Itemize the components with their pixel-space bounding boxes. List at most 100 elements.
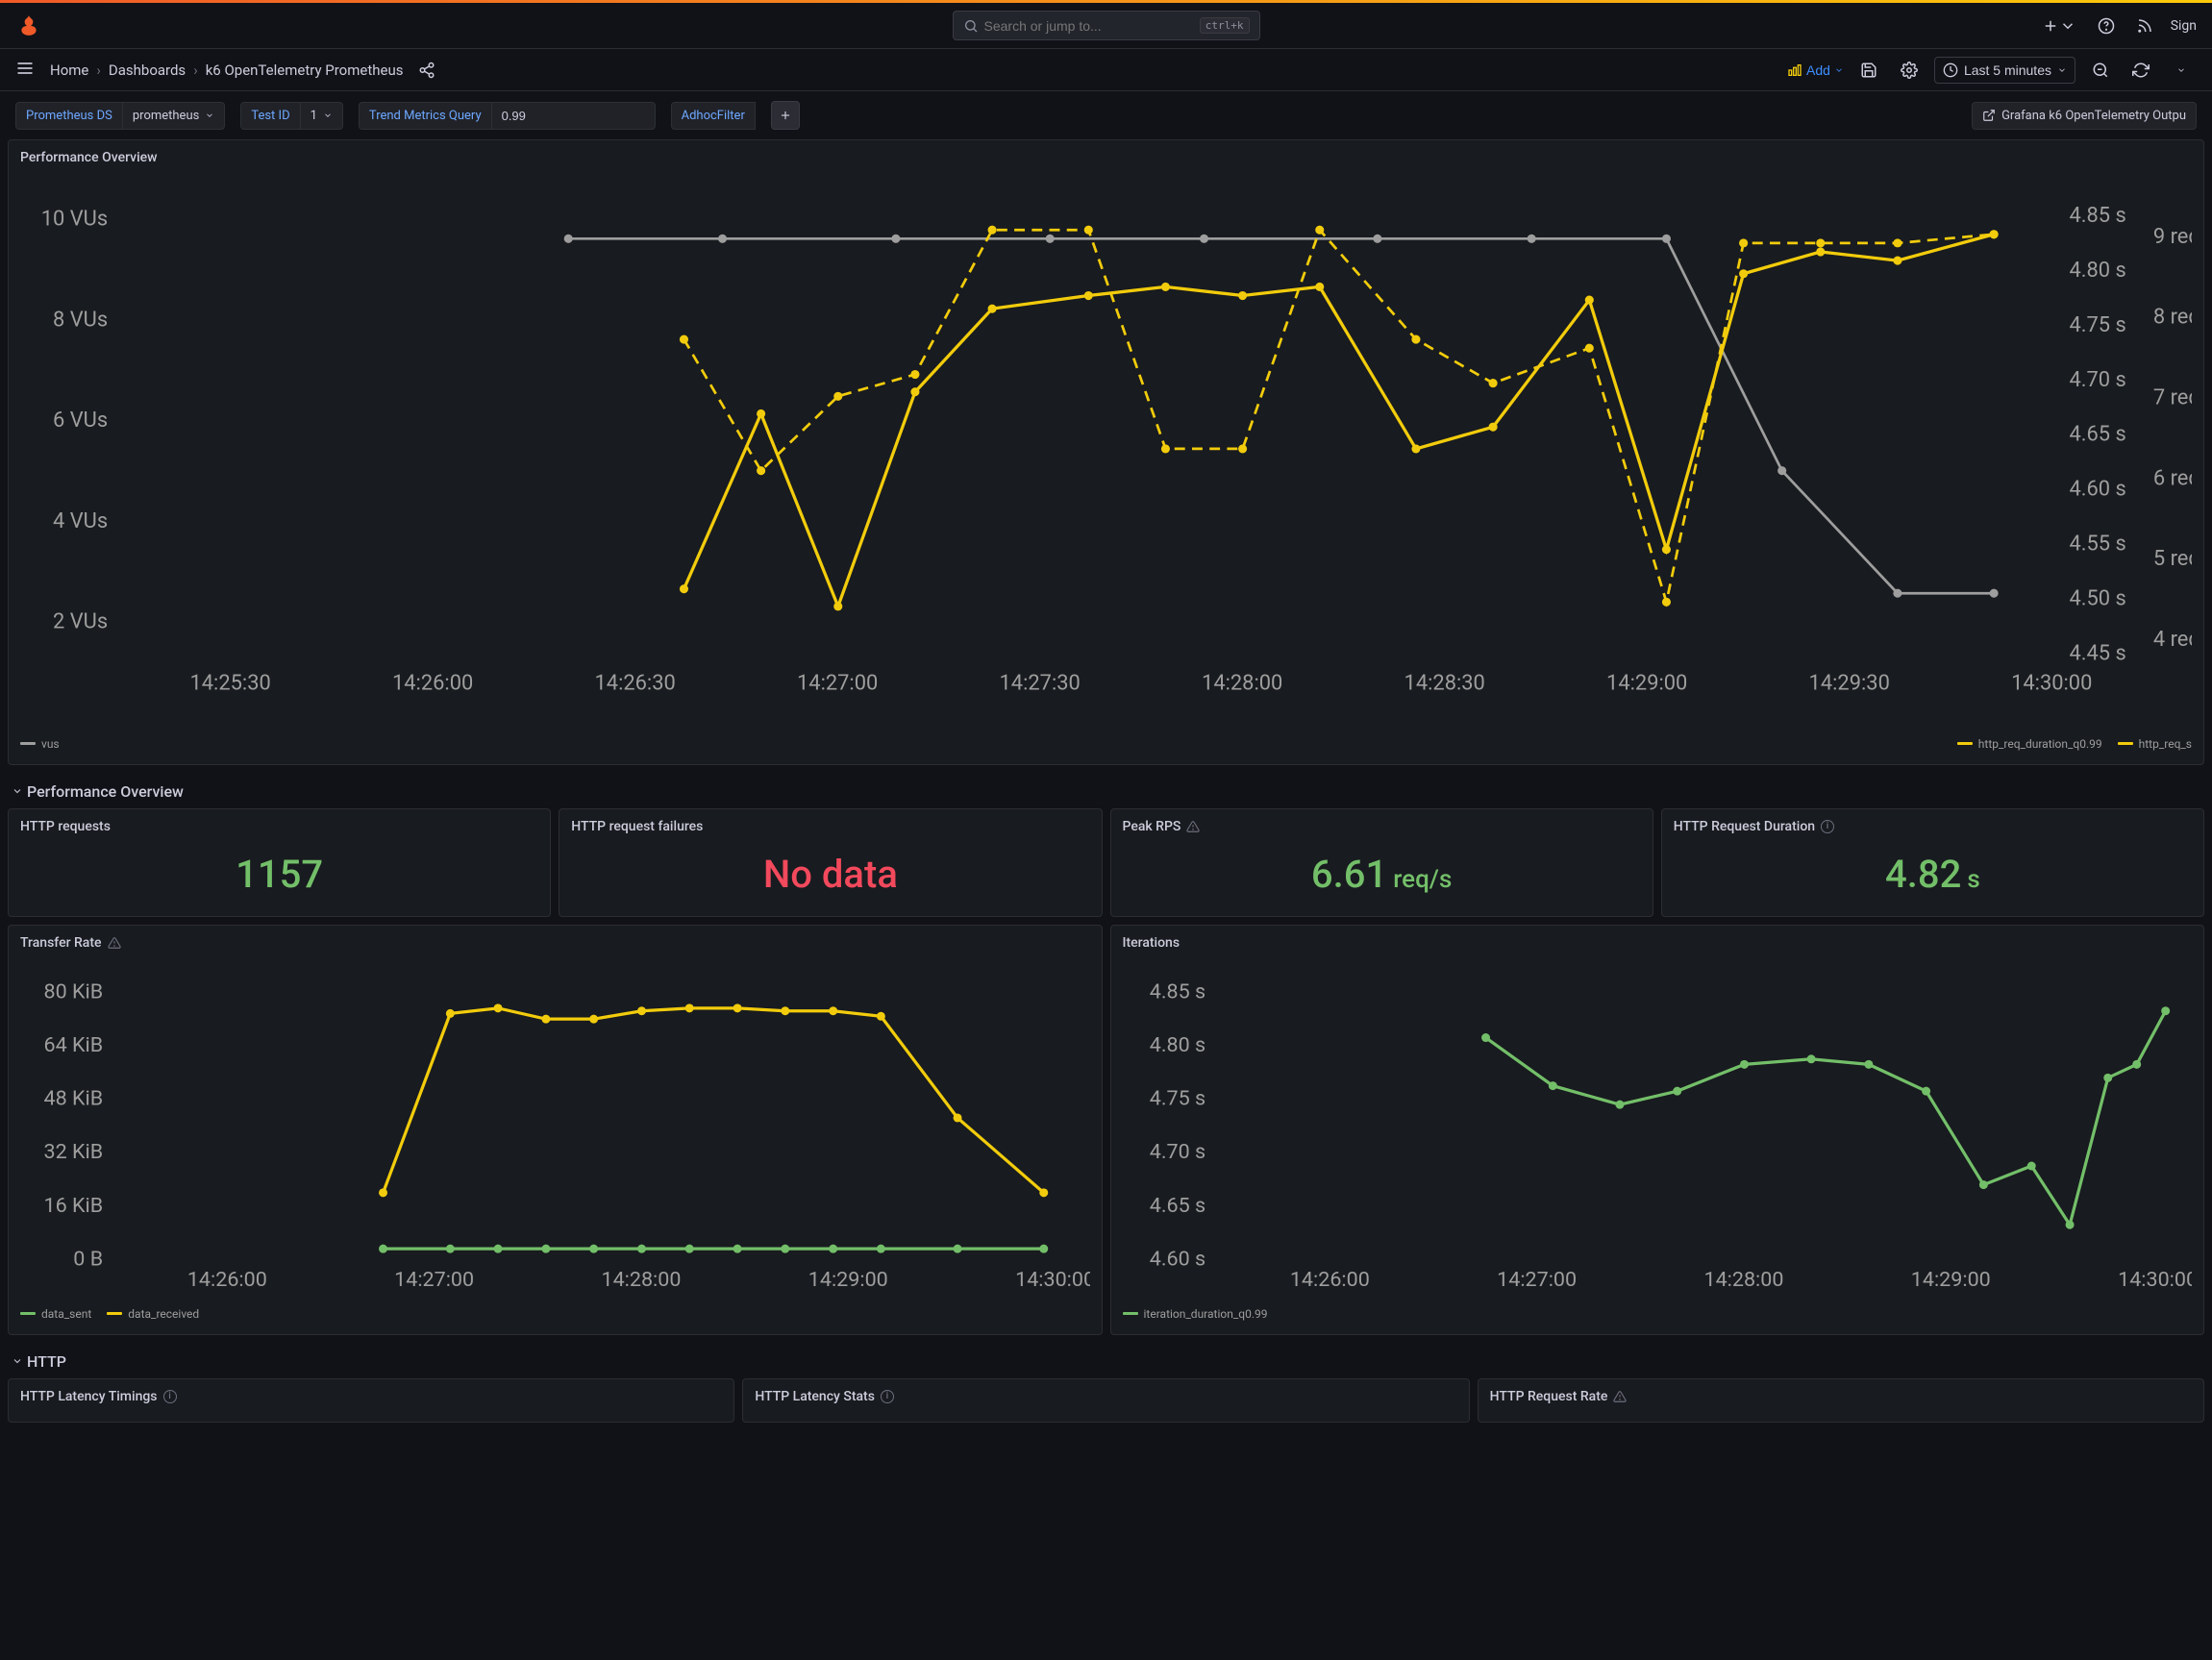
var-trend-label: Trend Metrics Query [359, 102, 492, 130]
row-performance-header[interactable]: Performance Overview [8, 773, 2204, 808]
svg-text:4.75 s: 4.75 s [2069, 313, 2125, 337]
latency-timings-panel: HTTP Latency Timings i [8, 1378, 734, 1423]
svg-text:80 KiB: 80 KiB [43, 979, 103, 1003]
svg-text:4.80 s: 4.80 s [1149, 1033, 1205, 1057]
svg-text:14:26:00: 14:26:00 [1289, 1268, 1369, 1292]
panel-title: Iterations [1123, 935, 2193, 951]
svg-text:14:26:00: 14:26:00 [187, 1268, 267, 1292]
svg-text:6 req/: 6 req/ [2153, 466, 2192, 490]
svg-text:4 VUs: 4 VUs [53, 509, 108, 533]
help-icon[interactable] [2094, 13, 2119, 38]
zoom-out-icon[interactable] [2085, 55, 2116, 86]
panel-title: HTTP Latency Stats i [755, 1389, 1456, 1404]
search-input[interactable] [984, 18, 1200, 34]
svg-text:14:28:30: 14:28:30 [1404, 671, 1485, 695]
peak-rps-stat: Peak RPS 6.61 req/s [1110, 808, 1653, 917]
svg-text:14:27:00: 14:27:00 [1497, 1268, 1577, 1292]
svg-text:14:26:30: 14:26:30 [595, 671, 676, 695]
legend-iteration[interactable]: iteration_duration_q0.99 [1123, 1307, 1268, 1321]
svg-text:14:30:00: 14:30:00 [1015, 1268, 1089, 1292]
panel-title: HTTP Request Rate [1490, 1389, 2192, 1404]
svg-text:14:26:00: 14:26:00 [392, 671, 473, 695]
search-shortcut: ctrl+k [1200, 17, 1250, 34]
svg-text:64 KiB: 64 KiB [43, 1033, 103, 1057]
svg-text:10 VUs: 10 VUs [41, 208, 108, 232]
svg-text:4.55 s: 4.55 s [2069, 533, 2125, 557]
iterations-panel: Iterations 4.85 s4.80 s4.75 s4.70 s4.65 … [1110, 925, 2205, 1335]
info-icon[interactable]: i [881, 1390, 894, 1403]
svg-text:7 req/: 7 req/ [2153, 385, 2192, 409]
svg-text:2 VUs: 2 VUs [53, 610, 108, 634]
info-icon[interactable]: i [163, 1390, 177, 1403]
svg-text:4.75 s: 4.75 s [1149, 1086, 1205, 1110]
panel-title: HTTP Latency Timings i [20, 1389, 722, 1404]
svg-text:14:28:00: 14:28:00 [1703, 1268, 1783, 1292]
output-link[interactable]: Grafana k6 OpenTelemetry Outpu [1972, 102, 2197, 130]
sign-in-link[interactable]: Sign [2171, 18, 2197, 34]
http-failures-stat: HTTP request failures No data [559, 808, 1102, 917]
svg-text:14:28:00: 14:28:00 [601, 1268, 681, 1292]
stat-title: HTTP Request Duration i [1674, 819, 2192, 834]
breadcrumb-home[interactable]: Home [50, 62, 88, 79]
var-testid-label: Test ID [240, 102, 300, 130]
svg-text:4.45 s: 4.45 s [2069, 641, 2125, 665]
breadcrumb: Home › Dashboards › k6 OpenTelemetry Pro… [50, 62, 403, 79]
add-filter-button[interactable] [771, 101, 800, 130]
stat-title: Peak RPS [1123, 819, 1641, 834]
stat-title: HTTP requests [20, 819, 538, 834]
latency-stats-panel: HTTP Latency Stats i [742, 1378, 1469, 1423]
transfer-rate-panel: Transfer Rate 80 KiB64 KiB48 KiB32 KiB16… [8, 925, 1103, 1335]
grafana-logo[interactable] [15, 12, 42, 39]
svg-text:14:25:30: 14:25:30 [189, 671, 270, 695]
var-trend-input[interactable] [492, 102, 656, 130]
save-icon[interactable] [1853, 55, 1884, 86]
add-button[interactable]: Add [1787, 62, 1844, 78]
svg-text:14:28:00: 14:28:00 [1202, 671, 1282, 695]
svg-text:14:30:00: 14:30:00 [2118, 1268, 2192, 1292]
legend-vus[interactable]: vus [20, 737, 60, 751]
svg-text:5 req/: 5 req/ [2153, 547, 2192, 571]
svg-text:14:30:00: 14:30:00 [2011, 671, 2092, 695]
transfer-chart: 80 KiB64 KiB48 KiB32 KiB16 KiB0 B14:26:0… [20, 958, 1090, 1303]
refresh-interval-dropdown[interactable] [2166, 55, 2197, 86]
var-testid-value[interactable]: 1 [301, 102, 343, 130]
svg-text:4 req/: 4 req/ [2153, 628, 2192, 652]
legend-received[interactable]: data_received [107, 1307, 199, 1321]
refresh-icon[interactable] [2125, 55, 2156, 86]
time-range-picker[interactable]: Last 5 minutes [1934, 57, 2075, 84]
svg-text:4.60 s: 4.60 s [1149, 1247, 1205, 1271]
svg-text:4.65 s: 4.65 s [1149, 1194, 1205, 1218]
svg-text:4.65 s: 4.65 s [2069, 423, 2125, 447]
legend-http-dur[interactable]: http_req_duration_q0.99 [1957, 737, 2102, 751]
svg-text:8 VUs: 8 VUs [53, 308, 108, 332]
breadcrumb-sep: › [193, 62, 198, 79]
global-search[interactable]: ctrl+k [953, 11, 1260, 40]
share-icon[interactable] [414, 58, 439, 83]
performance-chart: 10 VUs8 VUs6 VUs4 VUs2 VUs4.85 s4.80 s4.… [20, 173, 2192, 733]
rss-icon[interactable] [2132, 13, 2157, 38]
stat-title: HTTP request failures [571, 819, 1089, 834]
svg-text:4.70 s: 4.70 s [2069, 368, 2125, 392]
breadcrumb-current: k6 OpenTelemetry Prometheus [206, 62, 404, 79]
request-rate-panel: HTTP Request Rate [1478, 1378, 2204, 1423]
menu-icon[interactable] [15, 59, 35, 82]
svg-text:32 KiB: 32 KiB [43, 1140, 103, 1164]
legend-http-s[interactable]: http_req_s [2118, 737, 2192, 751]
svg-text:16 KiB: 16 KiB [43, 1194, 103, 1218]
legend-sent[interactable]: data_sent [20, 1307, 91, 1321]
var-adhoc-label: AdhocFilter [671, 102, 756, 130]
row-http-header[interactable]: HTTP [8, 1343, 2204, 1378]
performance-overview-panel: Performance Overview 10 VUs8 VUs6 VUs4 V… [8, 139, 2204, 765]
svg-text:4.50 s: 4.50 s [2069, 587, 2125, 611]
svg-text:14:27:00: 14:27:00 [797, 671, 878, 695]
plus-dropdown[interactable] [2038, 13, 2080, 38]
stat-value: 4.82 s [1674, 842, 2192, 906]
breadcrumb-dashboards[interactable]: Dashboards [109, 62, 186, 79]
var-prometheus-value[interactable]: prometheus [123, 102, 225, 130]
svg-text:4.70 s: 4.70 s [1149, 1140, 1205, 1164]
settings-icon[interactable] [1894, 55, 1925, 86]
svg-text:14:29:00: 14:29:00 [808, 1268, 888, 1292]
info-icon[interactable]: i [1821, 820, 1834, 833]
svg-text:0 B: 0 B [73, 1247, 103, 1271]
stat-value: 6.61 req/s [1123, 842, 1641, 906]
